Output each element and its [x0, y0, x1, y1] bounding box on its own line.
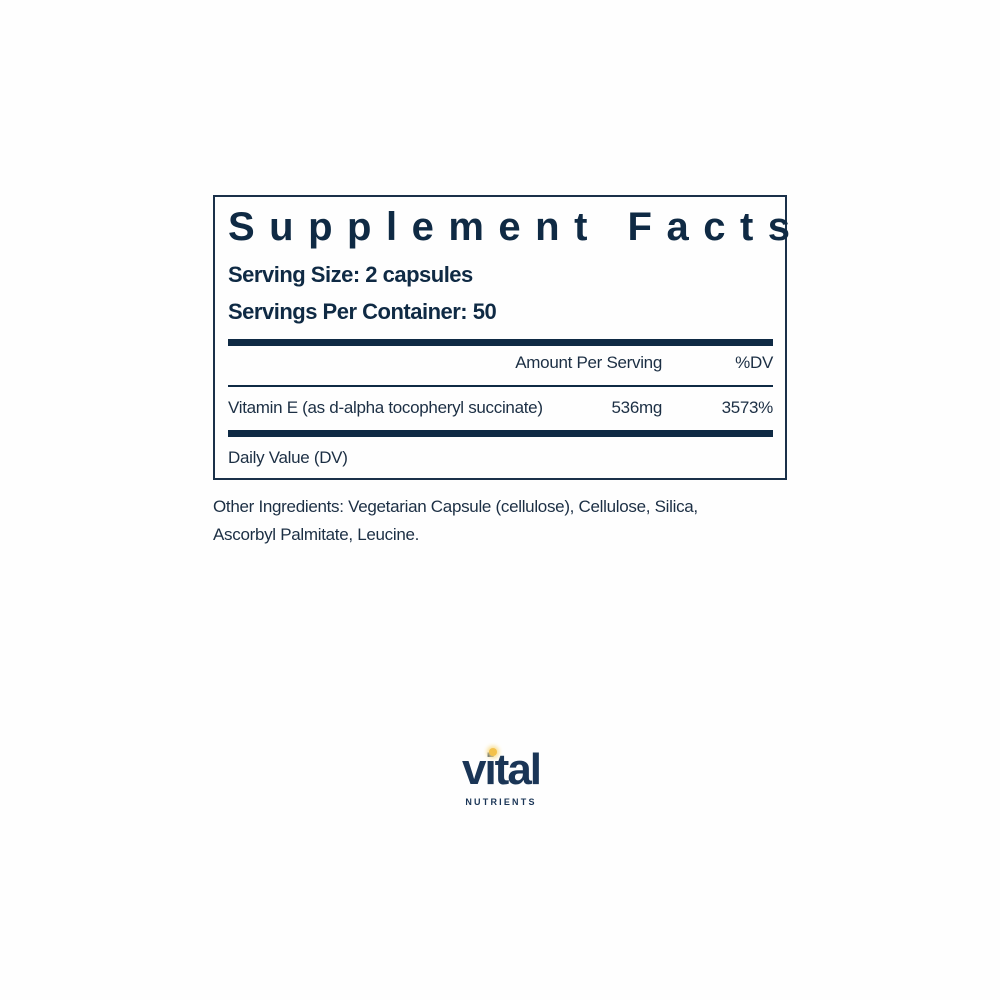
- nutrient-dv: 3573%: [721, 398, 774, 417]
- servings-per-container: Servings Per Container: 50: [228, 299, 497, 324]
- supplement-facts-panel: [213, 195, 787, 480]
- brand-name: vital: [461, 745, 542, 794]
- thick-divider: [228, 430, 773, 437]
- sun-icon: [489, 748, 497, 756]
- column-header-amount: Amount Per Serving: [515, 353, 662, 372]
- nutrient-name: Vitamin E (as d-alpha tocopheryl succina…: [228, 398, 543, 417]
- daily-value-footnote: Daily Value (DV): [228, 448, 348, 467]
- thin-divider: [228, 385, 773, 387]
- other-ingredients-line: Ascorbyl Palmitate, Leucine.: [213, 525, 420, 544]
- panel-title: Supplement Facts: [228, 205, 805, 249]
- thick-divider: [228, 339, 773, 346]
- nutrient-amount: 536mg: [611, 398, 663, 417]
- other-ingredients-line: Other Ingredients: Vegetarian Capsule (c…: [213, 497, 698, 516]
- brand-logo: vital NUTRIENTS: [440, 746, 562, 808]
- serving-size: Serving Size: 2 capsules: [228, 262, 473, 287]
- column-header-dv: %DV: [735, 353, 773, 372]
- brand-subtitle: NUTRIENTS: [465, 797, 537, 807]
